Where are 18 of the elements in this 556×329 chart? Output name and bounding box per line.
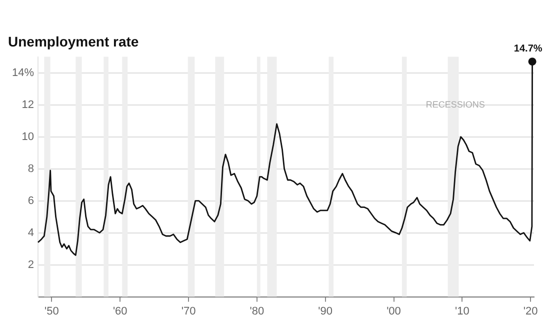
x-tick-label: '20	[523, 305, 538, 318]
y-tick-label: 6	[28, 194, 34, 207]
chart-title: Unemployment rate	[8, 33, 139, 50]
x-tick-label: '80	[250, 305, 264, 318]
annotation: 14.7%	[514, 43, 542, 54]
y-tick-label: 10	[22, 130, 34, 143]
x-tick-label: '10	[454, 305, 470, 318]
x-tick-label: '60	[112, 305, 128, 318]
y-tick-label: 8	[28, 162, 34, 175]
annotation: RECESSIONS	[426, 99, 485, 110]
y-tick-label: 14%	[12, 66, 34, 79]
x-tick-label: '70	[181, 305, 196, 318]
x-tick-label: '00	[386, 305, 401, 318]
y-tick-label: 2	[28, 258, 34, 271]
x-tick-label: '90	[318, 305, 333, 318]
y-tick-label: 12	[22, 98, 34, 111]
x-tick-label: '50	[44, 305, 59, 318]
y-tick-label: 4	[28, 226, 34, 239]
